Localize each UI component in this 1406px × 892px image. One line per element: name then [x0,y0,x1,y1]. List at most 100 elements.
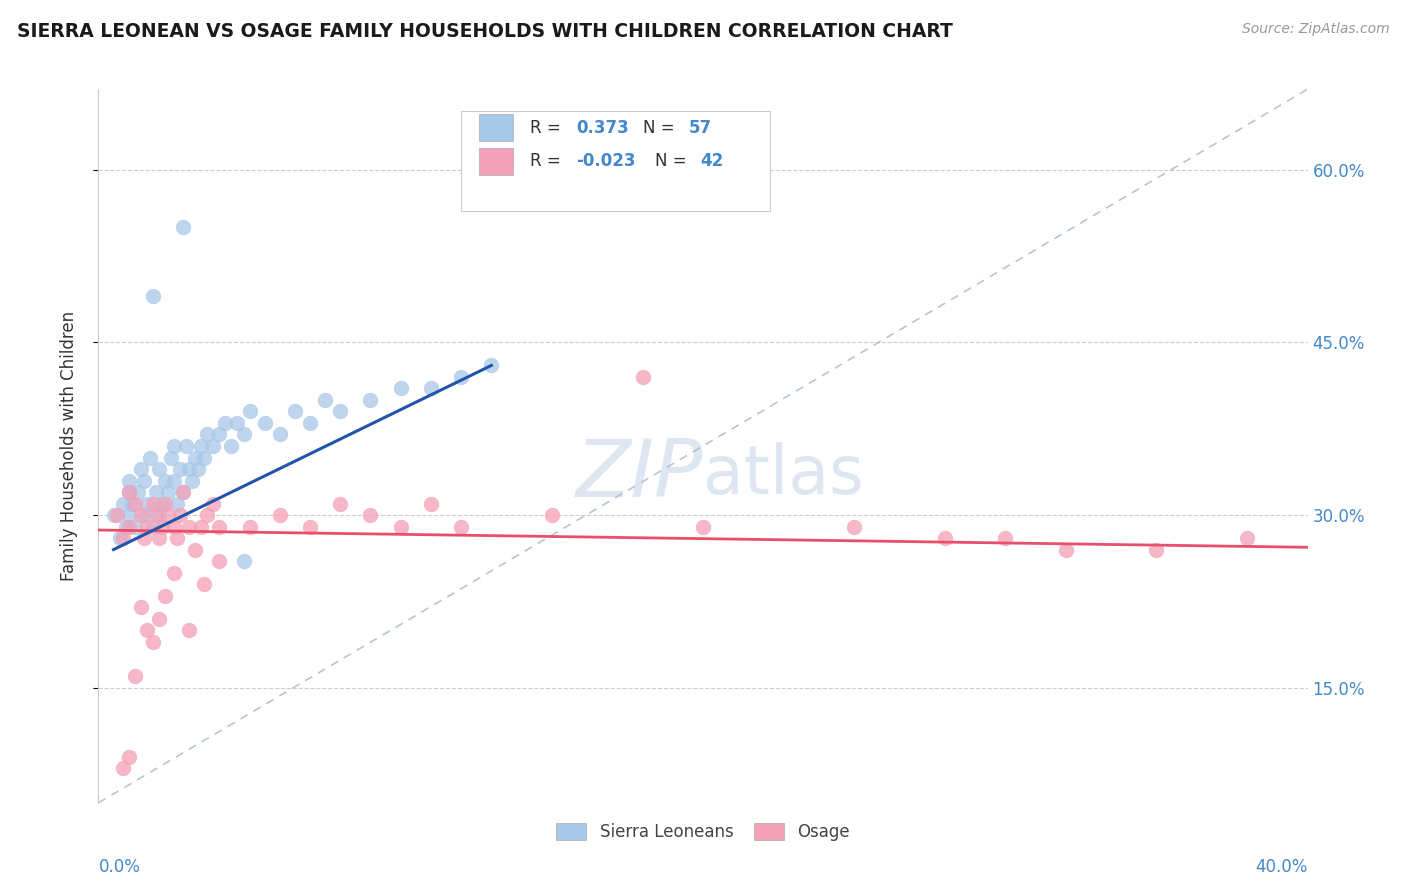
Point [692,519,714,533]
Point [844,519,866,533]
Point [108,531,131,545]
Point [169,508,191,522]
Point [202,439,225,453]
Point [181,474,204,488]
Point [156,485,179,500]
Text: R =: R = [530,153,567,170]
Point [129,508,152,522]
Point [226,416,249,430]
Point [631,370,654,384]
Point [118,508,141,522]
Point [179,623,201,637]
Point [135,623,157,637]
Point [103,508,125,522]
Point [142,497,165,511]
Point [139,450,162,465]
Point [124,669,146,683]
Point [193,577,215,591]
Point [195,508,218,522]
Point [127,485,149,500]
Point [163,566,186,580]
Point [221,439,243,453]
Point [214,416,236,430]
Point [163,519,186,533]
Point [934,531,956,545]
Point [299,416,322,430]
Point [1236,531,1258,545]
Point [172,485,194,500]
Point [118,474,141,488]
Point [232,427,254,442]
Point [118,485,141,500]
Text: 40.0%: 40.0% [1256,858,1308,876]
Point [253,416,276,430]
Text: N =: N = [643,119,679,136]
Point [163,474,186,488]
Text: atlas: atlas [703,442,863,508]
Point [239,404,262,418]
Point [174,439,197,453]
Point [145,508,167,522]
Point [153,497,176,511]
Point [129,600,152,615]
Point [132,508,155,522]
Point [163,439,186,453]
Point [195,427,218,442]
Point [124,497,146,511]
Point [329,497,352,511]
Text: N =: N = [655,153,692,170]
Point [114,519,136,533]
Point [184,450,207,465]
Point [190,519,212,533]
Point [172,485,194,500]
Point [142,519,165,533]
Point [540,508,562,522]
Point [481,359,503,373]
Point [148,612,170,626]
Y-axis label: Family Households with Children: Family Households with Children [59,311,77,581]
Point [1054,542,1077,557]
Text: SIERRA LEONEAN VS OSAGE FAMILY HOUSEHOLDS WITH CHILDREN CORRELATION CHART: SIERRA LEONEAN VS OSAGE FAMILY HOUSEHOLD… [17,22,953,41]
Point [105,508,128,522]
Point [208,519,231,533]
Text: -0.023: -0.023 [576,153,636,170]
Point [193,450,215,465]
Text: R =: R = [530,119,567,136]
Point [202,497,225,511]
Point [187,462,209,476]
Point [420,497,443,511]
Point [172,220,194,235]
Point [360,392,382,407]
Point [179,519,201,533]
Point [142,634,165,648]
Point [1144,542,1167,557]
Point [329,404,352,418]
Point [148,508,170,522]
Point [239,519,262,533]
Point [169,462,191,476]
Text: Source: ZipAtlas.com: Source: ZipAtlas.com [1241,22,1389,37]
Point [166,497,188,511]
Point [132,474,155,488]
Point [150,497,173,511]
Point [153,589,176,603]
Point [184,542,207,557]
Point [111,497,134,511]
Point [124,519,146,533]
Point [142,289,165,303]
Point [145,485,167,500]
Point [450,370,472,384]
Point [111,531,134,545]
Point [232,554,254,568]
Point [179,462,201,476]
Point [269,508,291,522]
Bar [479,148,513,175]
Point [994,531,1017,545]
Point [148,462,170,476]
Point [389,381,412,395]
Point [148,531,170,545]
Point [135,497,157,511]
Point [284,404,307,418]
Text: 0.0%: 0.0% [98,858,141,876]
Text: 0.373: 0.373 [576,119,628,136]
